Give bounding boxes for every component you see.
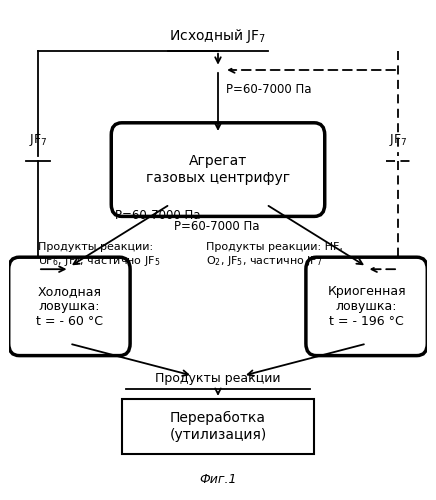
Text: Исходный JF$_7$: Исходный JF$_7$ [169,28,267,46]
Text: Фиг.1: Фиг.1 [199,473,237,486]
Text: P=60-7000 Па: P=60-7000 Па [174,220,259,234]
Text: Холодная
ловушка:
t = - 60 °C: Холодная ловушка: t = - 60 °C [36,285,103,328]
Text: Продукты реакции: Продукты реакции [155,372,281,384]
Text: Переработка
(утилизация): Переработка (утилизация) [169,412,267,442]
Text: Агрегат
газовых центрифуг: Агрегат газовых центрифуг [146,154,290,184]
Text: JF$_7$: JF$_7$ [29,132,47,148]
Text: Продукты реакции: HF,
O$_2$, JF$_5$, частично JF$_7$: Продукты реакции: HF, O$_2$, JF$_5$, час… [206,242,343,268]
Text: P=60-7000 Па: P=60-7000 Па [226,82,312,96]
Text: JF$_7$: JF$_7$ [389,132,407,148]
Text: Криогенная
ловушка:
t = - 196 °C: Криогенная ловушка: t = - 196 °C [327,285,406,328]
FancyBboxPatch shape [9,257,130,356]
FancyBboxPatch shape [306,257,427,356]
FancyBboxPatch shape [122,399,314,454]
Text: P=60-7000 Па: P=60-7000 Па [116,209,201,222]
FancyBboxPatch shape [111,123,325,216]
Text: Продукты реакции:
UF$_6$, JF$_7$, частично JF$_5$: Продукты реакции: UF$_6$, JF$_7$, частич… [37,242,160,268]
